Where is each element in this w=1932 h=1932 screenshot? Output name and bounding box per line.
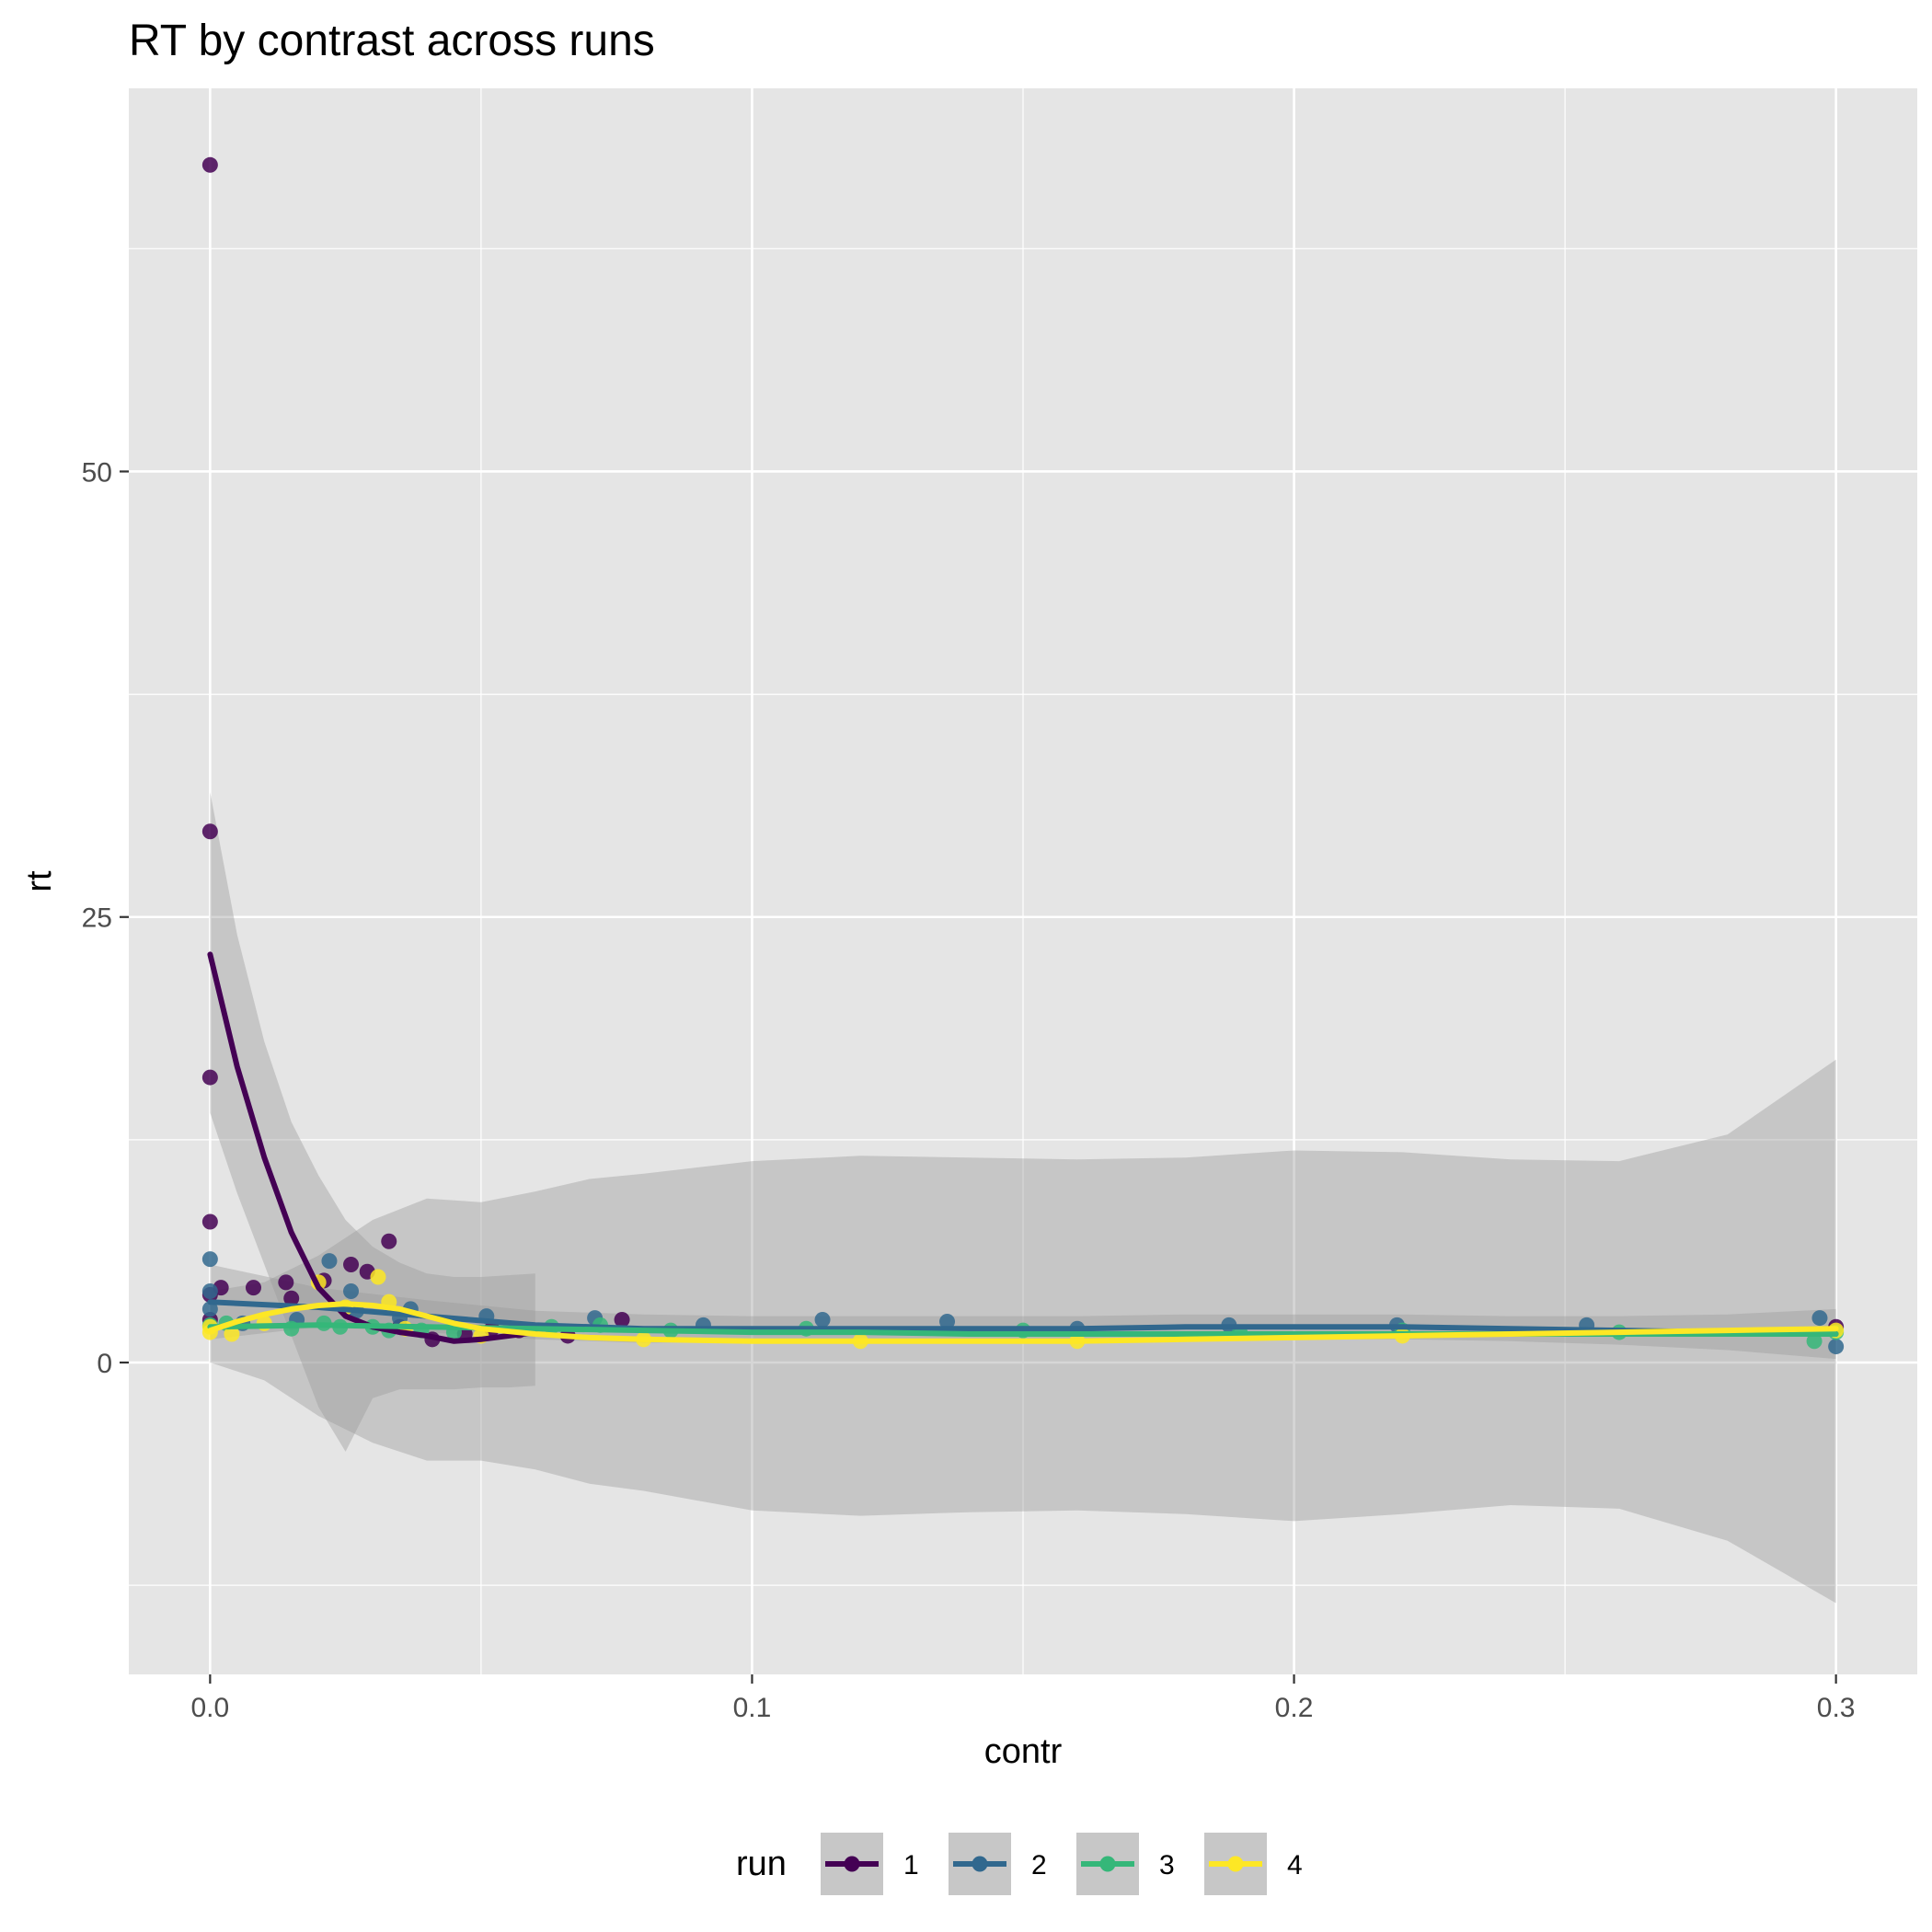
point-run-1 (278, 1274, 294, 1291)
grid-minor (129, 88, 1917, 1674)
legend-key-point (1099, 1856, 1116, 1872)
legend-key-point (844, 1856, 860, 1872)
point-run-2 (201, 1251, 218, 1268)
point-run-2 (201, 1301, 218, 1317)
smooth-lines (207, 951, 1839, 1344)
point-run-1 (381, 1233, 397, 1249)
point-run-1 (201, 156, 218, 173)
legend: run 1 2 3 4 (736, 1833, 1303, 1895)
x-axis-label: contr (984, 1732, 1063, 1771)
x-axis: 0.0 0.1 0.2 0.3 (191, 1674, 1856, 1723)
point-run-1 (283, 1290, 300, 1306)
point-run-4 (224, 1326, 240, 1342)
grid-major (129, 88, 1917, 1674)
chart-title: RT by contrast across runs (129, 17, 655, 65)
legend-entry-label: 4 (1287, 1850, 1303, 1880)
point-run-4 (370, 1269, 386, 1285)
point-run-2 (939, 1313, 956, 1329)
y-tick-label: 0 (97, 1349, 112, 1379)
legend-entry-label: 1 (903, 1850, 919, 1880)
x-tick-label: 0.3 (1817, 1693, 1856, 1723)
point-run-2 (343, 1283, 360, 1300)
point-run-1 (201, 1213, 218, 1230)
legend-key-point (1227, 1856, 1244, 1872)
point-run-1 (614, 1312, 630, 1328)
point-run-1 (343, 1256, 360, 1272)
legend-entry-label: 3 (1159, 1850, 1175, 1880)
point-run-3 (1806, 1333, 1823, 1350)
point-run-1 (201, 1069, 218, 1086)
point-run-2 (1811, 1310, 1828, 1327)
x-tick-label: 0.2 (1275, 1693, 1314, 1723)
smooth-line-run-2 (207, 1299, 1839, 1337)
point-run-2 (201, 1283, 218, 1300)
legend-entry-label: 2 (1031, 1850, 1047, 1880)
point-run-2 (814, 1312, 831, 1328)
smooth-line-run-4 (207, 1301, 1839, 1344)
legend-key-point (972, 1856, 988, 1872)
y-axis: 0 25 50 (82, 457, 129, 1379)
point-run-2 (321, 1253, 338, 1270)
x-tick-label: 0.1 (733, 1693, 772, 1723)
y-tick-label: 50 (82, 457, 112, 488)
legend-title: run (736, 1845, 787, 1883)
point-run-2 (1828, 1339, 1845, 1355)
point-run-1 (245, 1280, 261, 1296)
x-tick-label: 0.0 (191, 1693, 230, 1723)
point-run-1 (201, 823, 218, 840)
y-axis-label: rt (20, 870, 59, 892)
y-tick-label: 25 (82, 903, 112, 934)
